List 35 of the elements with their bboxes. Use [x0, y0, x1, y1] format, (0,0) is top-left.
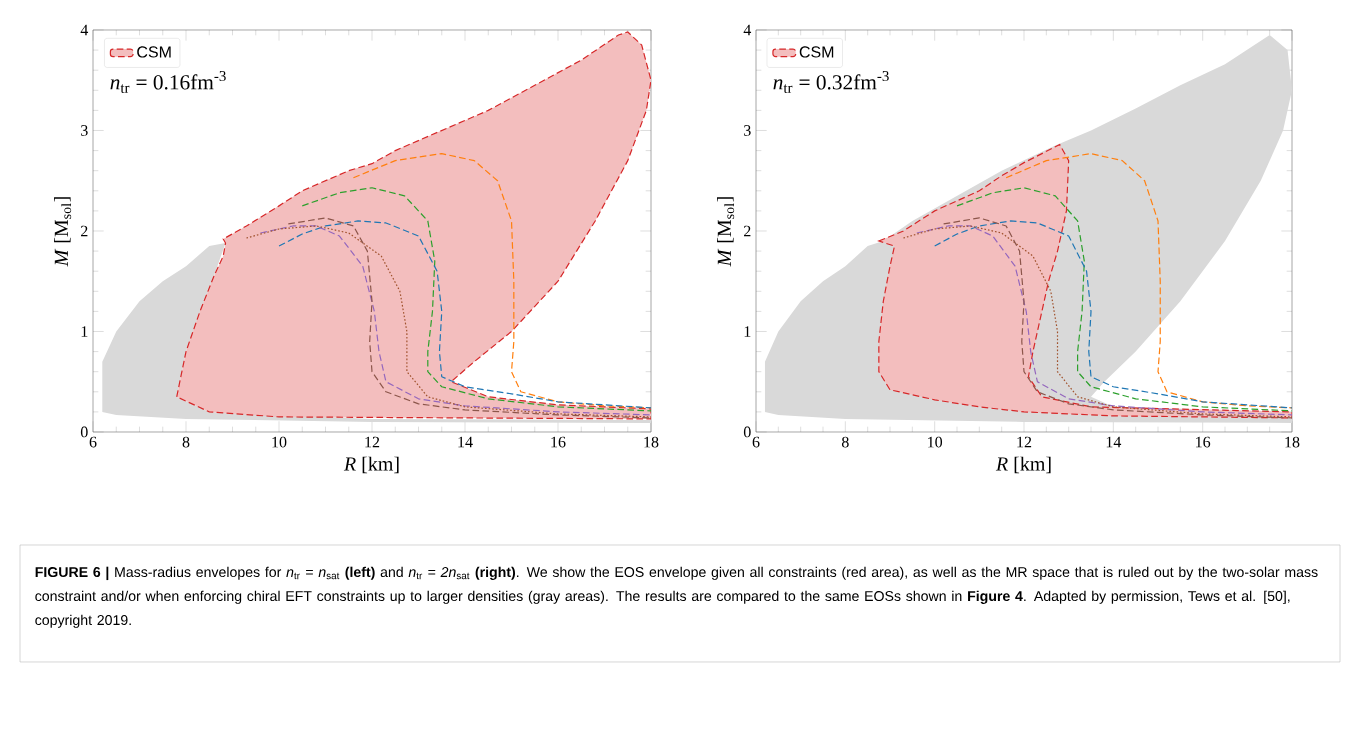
y-tick-label: 0	[80, 426, 88, 438]
y-tick-label: 3	[744, 125, 751, 136]
x-tick-label: 8	[182, 436, 190, 448]
y-tick-label: 0	[743, 426, 751, 438]
x-tick-label: 14	[458, 436, 473, 448]
y-tick-label: 2	[81, 225, 88, 237]
legend-label: CSM	[799, 46, 834, 58]
x-tick-label: 12	[365, 436, 380, 448]
x-tick-label: 8	[841, 436, 849, 448]
x-tick-label: 14	[1106, 436, 1122, 448]
line-series	[956, 187, 1292, 412]
x-tick-label: 16	[551, 436, 566, 448]
x-axis-title: R [km]	[995, 456, 1051, 474]
y-tick-label: 1	[81, 326, 88, 337]
x-tick-label: 10	[928, 436, 943, 448]
line-series	[301, 187, 652, 412]
x-tick-label: 12	[1017, 436, 1032, 448]
y-tick-label: 2	[744, 225, 751, 237]
annotation: n$_{tr}$ = 0.16fm$^{-3}$	[110, 71, 226, 93]
annotation: n$_{tr}$ = 0.32fm$^{-3}$	[773, 71, 889, 93]
y-axis-title: M [M$_{sol}$]	[717, 197, 735, 267]
x-axis-title: R [km]	[343, 456, 399, 474]
y-tick-label: 4	[80, 24, 89, 36]
y-axis-title: M [M$_{sol}$]	[54, 197, 72, 267]
y-tick-label: 1	[744, 326, 751, 337]
text: FIGURE 6 | Mass-radius envelopes for n$_{tr}$ = n$_{sat}$ (left) and n$_{tr}$ = 2n$_{sat}$ (right). We show the EOS envelope given all constraints (red area), as well as the MR space that is ruled out by the two-solar mass constraint and/or when enforcing chiral EFT constraints up to larger densities (gray areas). The results are compared to the same EOSs shown in Figure 4. Adapted by permission, Tews et al. [50], copyright 2019.	[35, 566, 1318, 628]
x-tick-label: 10	[272, 436, 287, 448]
x-tick-label: 6	[752, 436, 760, 448]
x-tick-label: 6	[89, 436, 97, 448]
x-tick-label: 18	[1285, 436, 1300, 448]
y-tick-label: 3	[81, 125, 88, 136]
legend-label: CSM	[137, 46, 171, 58]
y-tick-label: 4	[743, 24, 752, 36]
x-tick-label: 18	[644, 436, 659, 448]
x-tick-label: 16	[1196, 436, 1211, 448]
